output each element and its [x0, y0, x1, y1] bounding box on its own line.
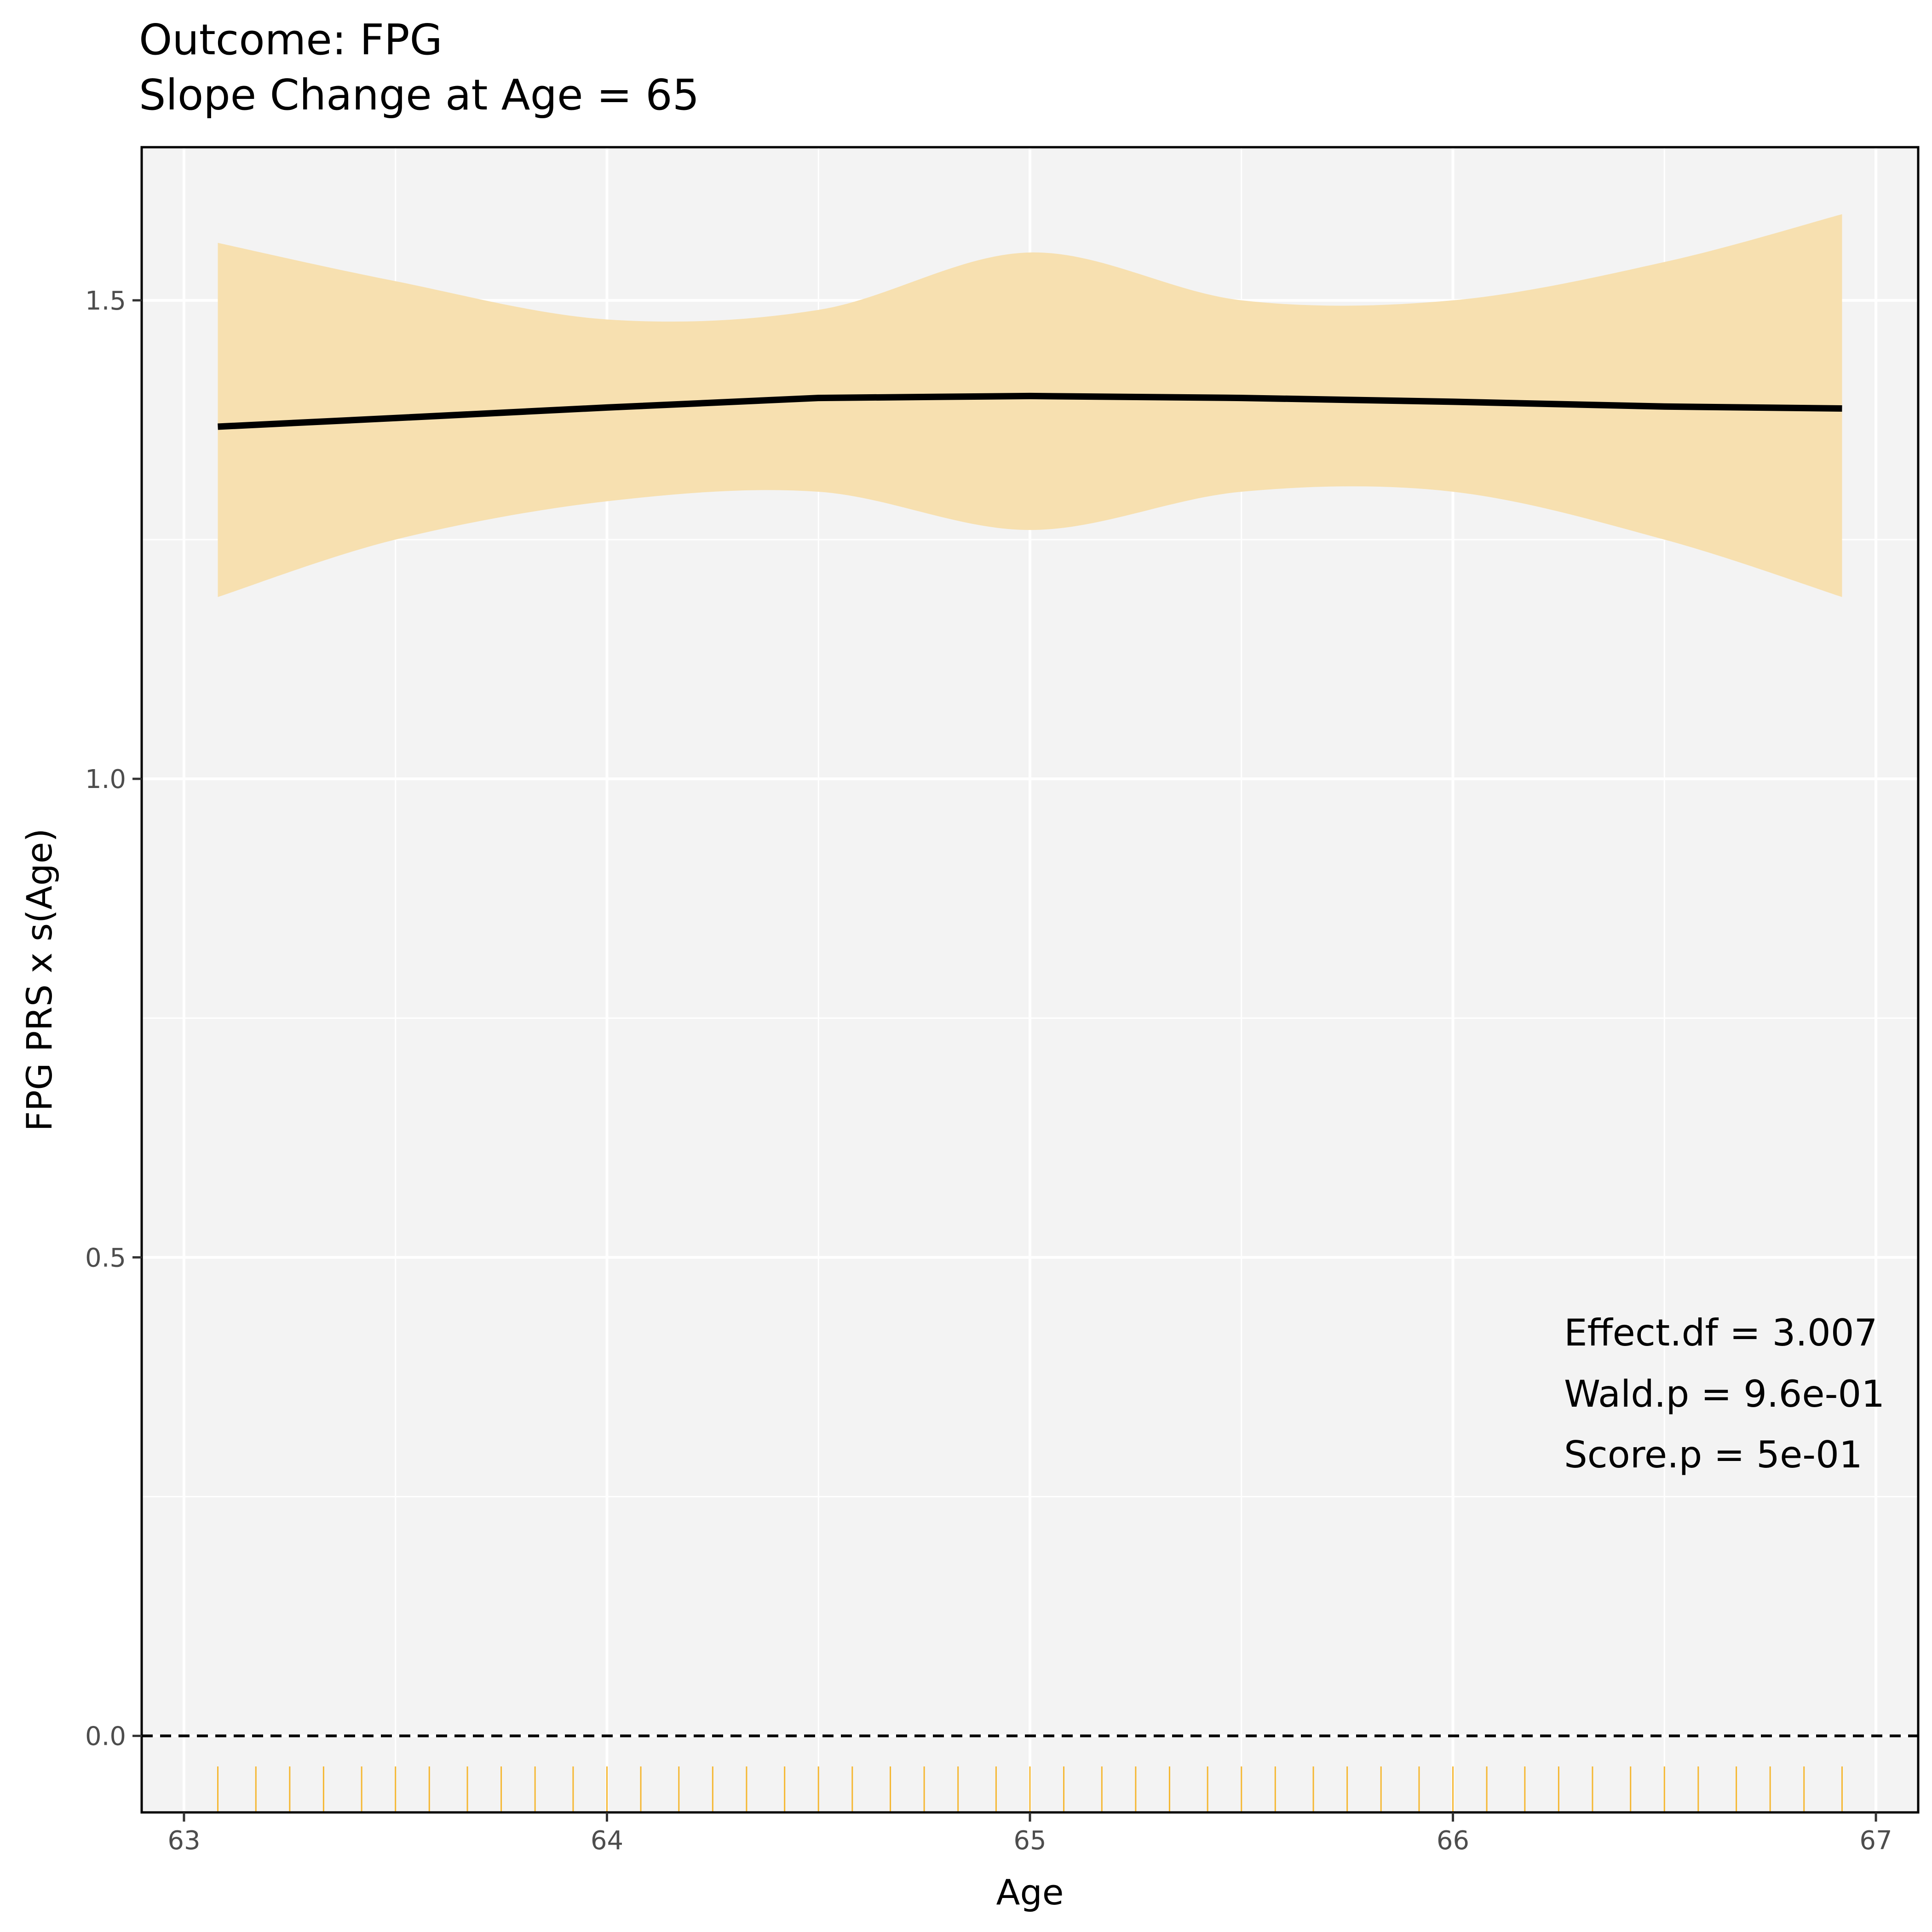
- x-tick-label: 66: [1437, 1826, 1469, 1856]
- x-tick-label: 63: [167, 1826, 200, 1856]
- y-tick-label: 0.0: [85, 1722, 126, 1752]
- y-axis: 0.0 0.5 1.0 1.5: [85, 286, 142, 1752]
- x-axis-title: Age: [996, 1872, 1064, 1913]
- annotation-wald-p: Wald.p = 9.6e-01: [1564, 1373, 1885, 1415]
- confidence-band-layer: [218, 214, 1842, 597]
- y-tick-label: 1.0: [85, 765, 126, 794]
- series-line-layer: [218, 392, 1842, 430]
- stats-annotations: Effect.df = 3.007 Wald.p = 9.6e-01 Score…: [1564, 1311, 1885, 1476]
- chart-subtitle: Slope Change at Age = 65: [139, 70, 699, 120]
- y-tick-label: 0.5: [85, 1243, 126, 1273]
- series-line: [218, 392, 1842, 430]
- annotation-score-p: Score.p = 5e-01: [1564, 1433, 1863, 1476]
- rug-layer: [217, 1766, 1843, 1811]
- y-axis-title: FPG PRS x s(Age): [19, 828, 60, 1132]
- x-tick-label: 65: [1013, 1826, 1046, 1856]
- x-tick-label: 67: [1859, 1826, 1892, 1856]
- x-tick-label: 64: [591, 1826, 623, 1856]
- chart-title: Outcome: FPG: [139, 15, 443, 64]
- y-tick-label: 1.5: [85, 286, 126, 316]
- x-axis: 63 64 65 66 67: [167, 1812, 1892, 1856]
- confidence-band: [218, 214, 1842, 597]
- annotation-effect-df: Effect.df = 3.007: [1564, 1311, 1878, 1354]
